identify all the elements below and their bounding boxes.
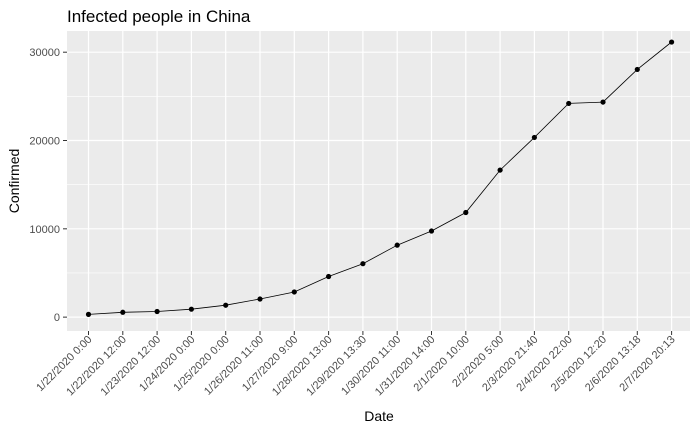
data-point bbox=[566, 100, 572, 107]
y-tick-label: 0 bbox=[54, 312, 60, 324]
y-axis-title: Confirmed bbox=[6, 149, 22, 214]
data-point bbox=[85, 311, 92, 317]
x-tick-label: 1/28/2020 13:00 bbox=[270, 334, 335, 399]
plot-panel bbox=[67, 31, 690, 331]
data-point bbox=[326, 273, 332, 280]
y-tick-label: 30000 bbox=[29, 47, 60, 59]
y-tick-label: 10000 bbox=[29, 224, 60, 236]
data-point bbox=[531, 134, 538, 141]
data-point bbox=[120, 309, 126, 315]
data-point bbox=[291, 289, 297, 295]
data-point bbox=[634, 66, 640, 73]
data-point bbox=[463, 209, 469, 216]
x-tick-label: 1/30/2020 11:00 bbox=[339, 334, 403, 398]
x-tick-label: 1/26/2020 11:00 bbox=[202, 334, 266, 398]
x-tick-label: 1/22/2020 12:00 bbox=[64, 334, 129, 399]
data-point bbox=[497, 167, 503, 173]
y-axis: 0 10000 20000 30000 bbox=[29, 47, 67, 324]
series-confirmed bbox=[85, 39, 675, 317]
x-tick-label: 1/23/2020 12:00 bbox=[98, 334, 163, 399]
data-point bbox=[600, 99, 606, 105]
x-axis-title: Date bbox=[364, 408, 394, 424]
x-tick-label: 1/31/2020 14:00 bbox=[373, 334, 438, 399]
x-axis: 1/22/2020 0:001/22/2020 12:001/23/2020 1… bbox=[34, 331, 678, 399]
y-tick-label: 20000 bbox=[29, 136, 60, 148]
data-point bbox=[223, 302, 229, 308]
series-line bbox=[88, 41, 672, 315]
data-point bbox=[360, 261, 366, 267]
data-point bbox=[154, 308, 160, 315]
data-point bbox=[428, 228, 435, 234]
minor-gridlines bbox=[67, 96, 690, 274]
data-point bbox=[257, 296, 263, 302]
data-point bbox=[394, 242, 400, 248]
major-gridlines bbox=[67, 31, 690, 331]
chart-title: Infected people in China bbox=[67, 7, 251, 26]
data-point bbox=[188, 306, 194, 312]
x-tick-label: 1/29/2020 13:30 bbox=[304, 334, 369, 399]
data-point bbox=[669, 39, 675, 45]
